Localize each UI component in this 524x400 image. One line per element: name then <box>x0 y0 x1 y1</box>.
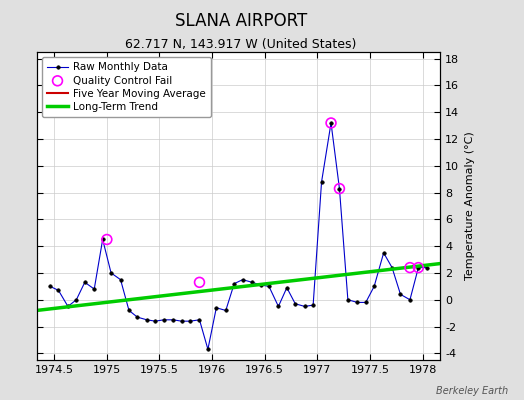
Raw Monthly Data <box>223 308 229 313</box>
Raw Monthly Data <box>275 304 281 309</box>
Raw Monthly Data <box>345 297 351 302</box>
Raw Monthly Data <box>160 318 167 322</box>
Quality Control Fail <box>327 120 335 126</box>
Raw Monthly Data <box>213 305 220 310</box>
Raw Monthly Data <box>380 250 387 255</box>
Raw Monthly Data <box>389 265 395 270</box>
Quality Control Fail <box>103 236 111 243</box>
Raw Monthly Data <box>407 297 413 302</box>
Legend: Raw Monthly Data, Quality Control Fail, Five Year Moving Average, Long-Term Tren: Raw Monthly Data, Quality Control Fail, … <box>42 57 211 117</box>
Raw Monthly Data <box>423 265 430 270</box>
Raw Monthly Data <box>292 301 298 306</box>
Raw Monthly Data <box>179 319 185 324</box>
Raw Monthly Data <box>196 318 203 322</box>
Raw Monthly Data <box>415 265 421 270</box>
Quality Control Fail <box>195 279 204 286</box>
Raw Monthly Data <box>231 281 237 286</box>
Raw Monthly Data <box>91 287 97 292</box>
Quality Control Fail <box>335 185 344 192</box>
Raw Monthly Data <box>397 292 403 297</box>
Line: Raw Monthly Data: Raw Monthly Data <box>48 121 429 351</box>
Raw Monthly Data <box>310 303 316 308</box>
Raw Monthly Data <box>73 297 80 302</box>
Raw Monthly Data <box>170 318 176 322</box>
Raw Monthly Data <box>257 283 264 288</box>
Raw Monthly Data <box>363 300 369 305</box>
Raw Monthly Data <box>187 319 193 324</box>
Raw Monthly Data <box>144 318 150 322</box>
Raw Monthly Data <box>336 186 343 191</box>
Raw Monthly Data <box>82 280 88 285</box>
Quality Control Fail <box>406 264 414 271</box>
Text: 62.717 N, 143.917 W (United States): 62.717 N, 143.917 W (United States) <box>125 38 357 51</box>
Raw Monthly Data <box>56 288 62 293</box>
Raw Monthly Data <box>283 285 290 290</box>
Raw Monthly Data <box>126 308 132 313</box>
Raw Monthly Data <box>117 277 124 282</box>
Raw Monthly Data <box>302 304 308 309</box>
Raw Monthly Data <box>65 304 71 309</box>
Quality Control Fail <box>414 264 422 271</box>
Raw Monthly Data <box>100 237 106 242</box>
Raw Monthly Data <box>205 347 211 352</box>
Raw Monthly Data <box>108 270 114 275</box>
Raw Monthly Data <box>354 300 361 305</box>
Raw Monthly Data <box>266 284 272 289</box>
Raw Monthly Data <box>152 319 158 324</box>
Raw Monthly Data <box>371 284 377 289</box>
Text: Berkeley Earth: Berkeley Earth <box>436 386 508 396</box>
Y-axis label: Temperature Anomaly (°C): Temperature Anomaly (°C) <box>465 132 475 280</box>
Raw Monthly Data <box>328 120 334 125</box>
Raw Monthly Data <box>134 315 140 320</box>
Raw Monthly Data <box>239 277 246 282</box>
Raw Monthly Data <box>319 180 325 184</box>
Text: SLANA AIRPORT: SLANA AIRPORT <box>175 12 307 30</box>
Raw Monthly Data <box>249 280 255 285</box>
Raw Monthly Data <box>47 284 53 289</box>
